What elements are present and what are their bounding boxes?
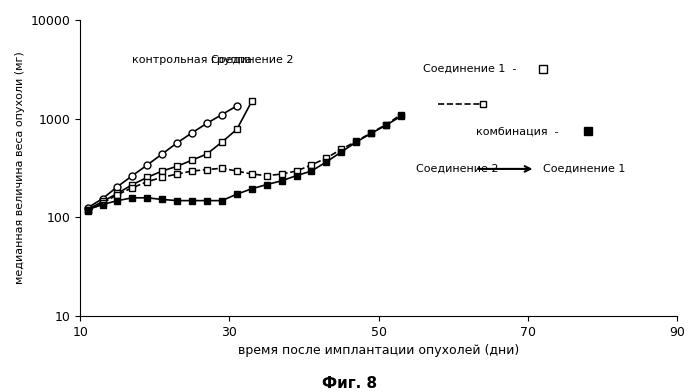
Text: Фиг. 8: Фиг. 8: [323, 376, 377, 391]
Y-axis label: медианная величина веса опухоли (мг): медианная величина веса опухоли (мг): [15, 52, 25, 285]
Text: Соединение 1: Соединение 1: [542, 164, 625, 174]
Text: комбинация  -: комбинация -: [475, 126, 558, 136]
Text: Соединение 2: Соединение 2: [416, 164, 498, 174]
X-axis label: время после имплантации опухолей (дни): время после имплантации опухолей (дни): [238, 345, 519, 358]
Text: Соединение 2: Соединение 2: [211, 55, 293, 65]
Text: Соединение 1  -: Соединение 1 -: [424, 64, 517, 74]
Text: контрольная группа: контрольная группа: [132, 55, 252, 65]
